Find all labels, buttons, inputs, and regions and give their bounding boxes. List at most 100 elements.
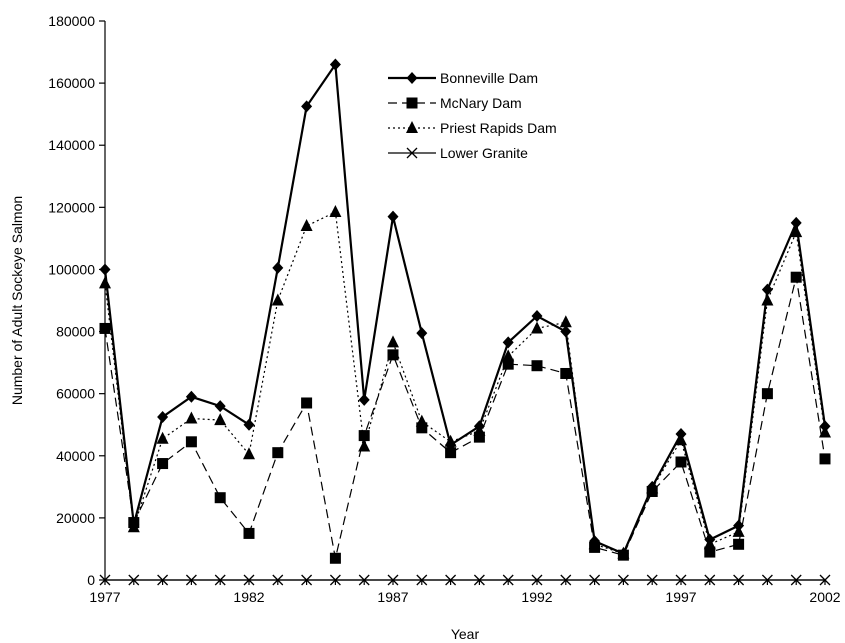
data-point-triangle (473, 423, 486, 436)
data-point-triangle (617, 546, 630, 559)
y-tick-label: 80000 (56, 324, 95, 340)
data-point-triangle (559, 315, 572, 328)
data-point-triangle (358, 439, 371, 452)
data-point-x (473, 574, 485, 586)
data-point-square (531, 360, 543, 372)
data-point-x (243, 574, 255, 586)
data-point-triangle (127, 520, 140, 533)
data-point-square (301, 397, 313, 409)
data-point-x (761, 574, 773, 586)
data-point-diamond (157, 410, 169, 423)
data-point-x (185, 574, 197, 586)
data-point-square (272, 447, 284, 459)
data-point-square (733, 538, 745, 550)
data-point-x (589, 574, 601, 586)
data-point-triangle (502, 349, 515, 362)
data-point-x (531, 574, 543, 586)
y-axis-ticks: 0 20000 40000 60000 80000 100000 120000 140000 1… (48, 13, 105, 588)
series-line-2 (104, 211, 826, 555)
data-point-triangle (703, 537, 716, 550)
data-point-triangle (819, 425, 831, 438)
legend-swatch-marker (406, 72, 418, 84)
data-point-triangle (588, 537, 601, 550)
data-point-diamond (416, 327, 428, 340)
data-point-diamond (531, 310, 543, 323)
data-point-diamond (387, 210, 399, 223)
data-point-diamond (502, 336, 514, 349)
data-point-triangle (243, 447, 255, 460)
data-point-square (502, 358, 514, 370)
legend-label: McNary Dam (440, 95, 522, 111)
data-point-square (445, 447, 457, 459)
data-point-triangle (531, 321, 543, 334)
data-point-triangle (185, 411, 198, 424)
x-axis-ticks: 1977 1982 1987 1992 1997 2002 (89, 580, 841, 605)
legend: Bonneville Dam McNary Dam Priest Rapids Da… (388, 70, 557, 161)
y-tick-label: 100000 (48, 261, 95, 277)
data-point-triangle (732, 524, 745, 537)
data-point-x (704, 574, 716, 586)
legend-swatch-marker (406, 121, 418, 133)
data-point-triangle (300, 218, 313, 231)
data-point-triangle (214, 413, 227, 426)
data-point-diamond (272, 261, 284, 274)
data-point-x (416, 574, 428, 586)
data-point-triangle (675, 433, 687, 446)
y-tick-label: 60000 (56, 386, 95, 402)
data-point-diamond (243, 418, 255, 431)
data-point-x (675, 574, 687, 586)
data-point-x (329, 574, 341, 586)
data-point-square (473, 431, 485, 443)
data-point-square (704, 546, 716, 558)
data-point-x (445, 574, 457, 586)
x-tick-label: 1992 (521, 589, 552, 605)
data-point-triangle (271, 293, 284, 306)
x-tick-label: 1987 (377, 589, 408, 605)
data-point-x (617, 574, 629, 586)
data-point-diamond (301, 100, 313, 113)
data-point-diamond (214, 400, 226, 413)
data-point-diamond (560, 325, 572, 338)
data-point-diamond (185, 390, 197, 403)
x-tick-label: 1977 (89, 589, 120, 605)
data-point-x (214, 574, 226, 586)
data-point-diamond (329, 58, 341, 71)
x-tick-label: 1982 (233, 589, 264, 605)
series-lines (103, 61, 827, 581)
y-tick-label: 40000 (56, 448, 95, 464)
data-point-x (819, 574, 831, 586)
series-line-0 (103, 61, 827, 556)
y-tick-label: 0 (87, 572, 95, 588)
data-point-square (157, 458, 169, 470)
data-point-square (416, 422, 428, 434)
data-point-square (243, 527, 255, 539)
data-point-triangle (329, 204, 342, 217)
data-point-x (560, 574, 572, 586)
data-point-triangle (387, 335, 399, 348)
x-tick-label: 2002 (809, 589, 840, 605)
data-point-square (790, 271, 802, 283)
series-line-1 (104, 277, 826, 559)
data-point-x (502, 574, 514, 586)
data-point-square (99, 322, 111, 334)
data-point-x (646, 574, 658, 586)
y-tick-label: 160000 (48, 75, 95, 91)
data-point-triangle (444, 434, 457, 447)
legend-swatch-marker (406, 147, 418, 159)
data-point-triangle (156, 431, 169, 444)
legend-label: Bonneville Dam (440, 70, 538, 86)
data-point-diamond (99, 263, 111, 276)
data-point-diamond (761, 283, 773, 296)
data-point-x (99, 574, 111, 586)
y-axis-title: Number of Adult Sockeye Salmon (9, 196, 25, 405)
data-point-x (128, 574, 140, 586)
data-point-square (819, 453, 831, 465)
legend-swatch-marker (406, 97, 418, 109)
data-point-square (675, 456, 687, 468)
data-point-square (358, 430, 370, 442)
legend-label: Lower Granite (440, 145, 528, 161)
data-point-x (358, 574, 370, 586)
data-point-x (272, 574, 284, 586)
data-point-x (157, 574, 169, 586)
